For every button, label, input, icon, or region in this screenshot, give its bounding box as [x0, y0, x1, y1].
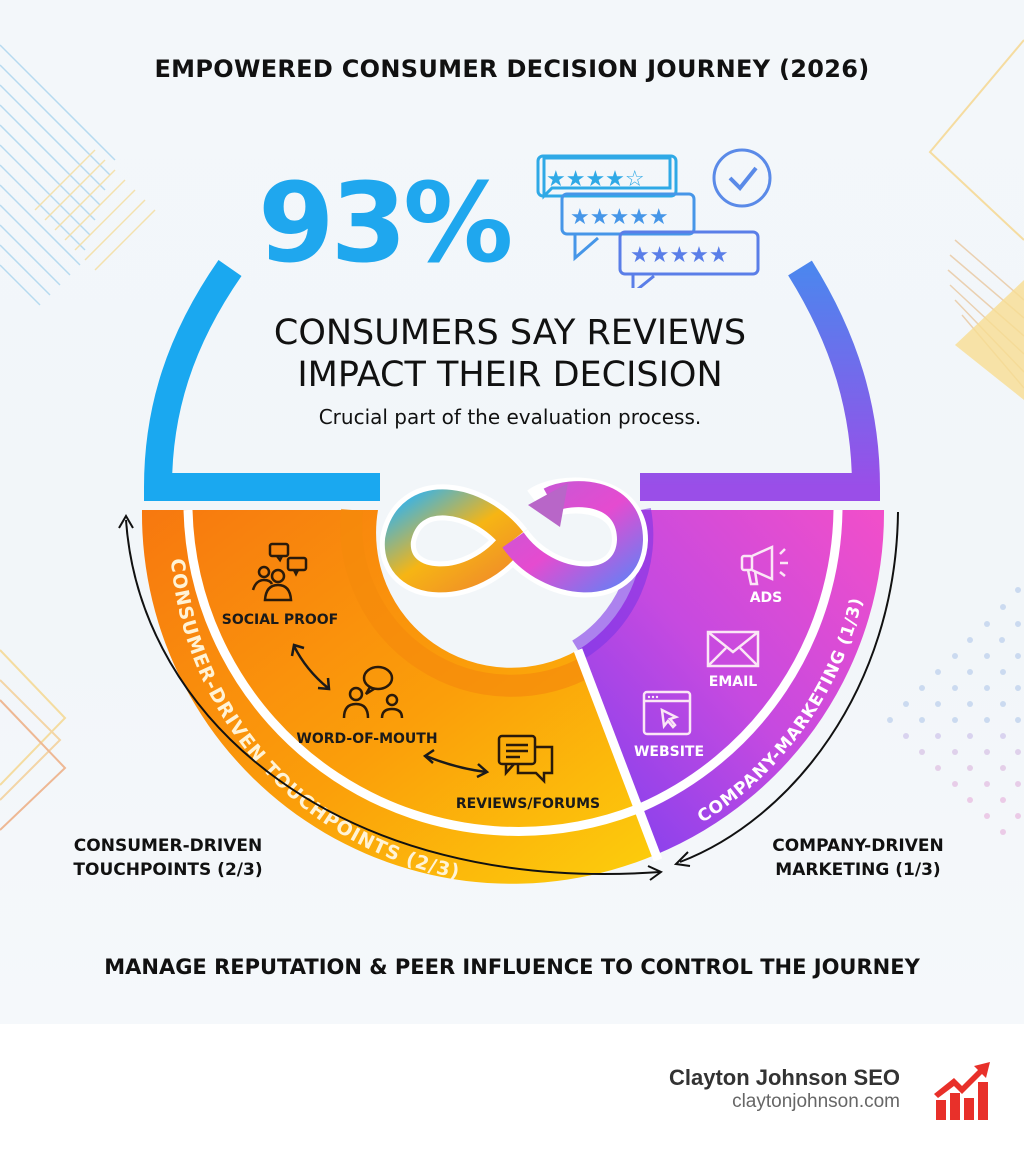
consumer-segment — [141, 510, 656, 884]
footer — [0, 1024, 1024, 1154]
megaphone-icon — [740, 545, 788, 586]
stat-subtext: Crucial part of the evaluation process. — [318, 405, 702, 429]
double-arrow-icon — [290, 643, 331, 691]
browser-cursor-icon — [642, 690, 692, 736]
bottom-message: MANAGE REPUTATION & PEER INFLUENCE TO CO… — [104, 955, 920, 979]
svg-text:★★★★★: ★★★★★ — [570, 205, 669, 230]
headline-line-1: CONSUMERS SAY REVIEWS — [273, 313, 747, 353]
company-side-label: COMPANY-DRIVEN MARKETING (1/3) — [772, 836, 944, 880]
rating-review-bubbles-icon: ★★★★☆ ★★★★★ ★★★★★ — [536, 148, 772, 288]
stat-headline: CONSUMERS SAY REVIEWS IMPACT THEIR DECIS… — [200, 312, 820, 396]
item-social-proof: SOCIAL PROOF — [221, 612, 339, 628]
infinity-arrow-icon — [379, 477, 649, 598]
brand-url: claytonjohnson.com — [732, 1091, 900, 1112]
people-chat-icon — [251, 542, 308, 602]
item-email: EMAIL — [708, 674, 758, 690]
brand-name: Clayton Johnson SEO — [668, 1065, 900, 1090]
envelope-icon — [706, 630, 760, 668]
two-people-speech-icon — [342, 665, 404, 719]
svg-text:★★★★☆: ★★★★☆ — [546, 167, 645, 192]
headline-line-2: IMPACT THEIR DECISION — [297, 355, 723, 395]
item-ads: ADS — [749, 590, 783, 606]
journey-wheel: CONSUMER-DRIVEN TOUCHPOINTS (2/3) COMPAN… — [118, 507, 899, 884]
company-segment — [578, 510, 885, 855]
growth-chart-icon — [934, 1062, 990, 1120]
consumer-side-label: CONSUMER-DRIVEN TOUCHPOINTS (2/3) — [73, 836, 263, 880]
background-decoration — [0, 39, 1024, 835]
top-bracket-arc — [143, 260, 881, 501]
item-word-of-mouth: WORD-OF-MOUTH — [296, 731, 438, 747]
stat-value: 93% — [258, 159, 513, 287]
svg-text:★★★★★: ★★★★★ — [630, 243, 729, 268]
chat-bubbles-icon — [497, 734, 554, 785]
page-title: EMPOWERED CONSUMER DECISION JOURNEY (202… — [154, 55, 870, 83]
item-website: WEBSITE — [633, 744, 705, 760]
double-arrow-icon — [422, 748, 490, 778]
dot-grid — [887, 587, 1021, 835]
item-reviews-forums: REVIEWS/FORUMS — [455, 796, 601, 812]
infographic-canvas: CONSUMER-DRIVEN TOUCHPOINTS (2/3) COMPAN… — [0, 0, 1024, 1024]
